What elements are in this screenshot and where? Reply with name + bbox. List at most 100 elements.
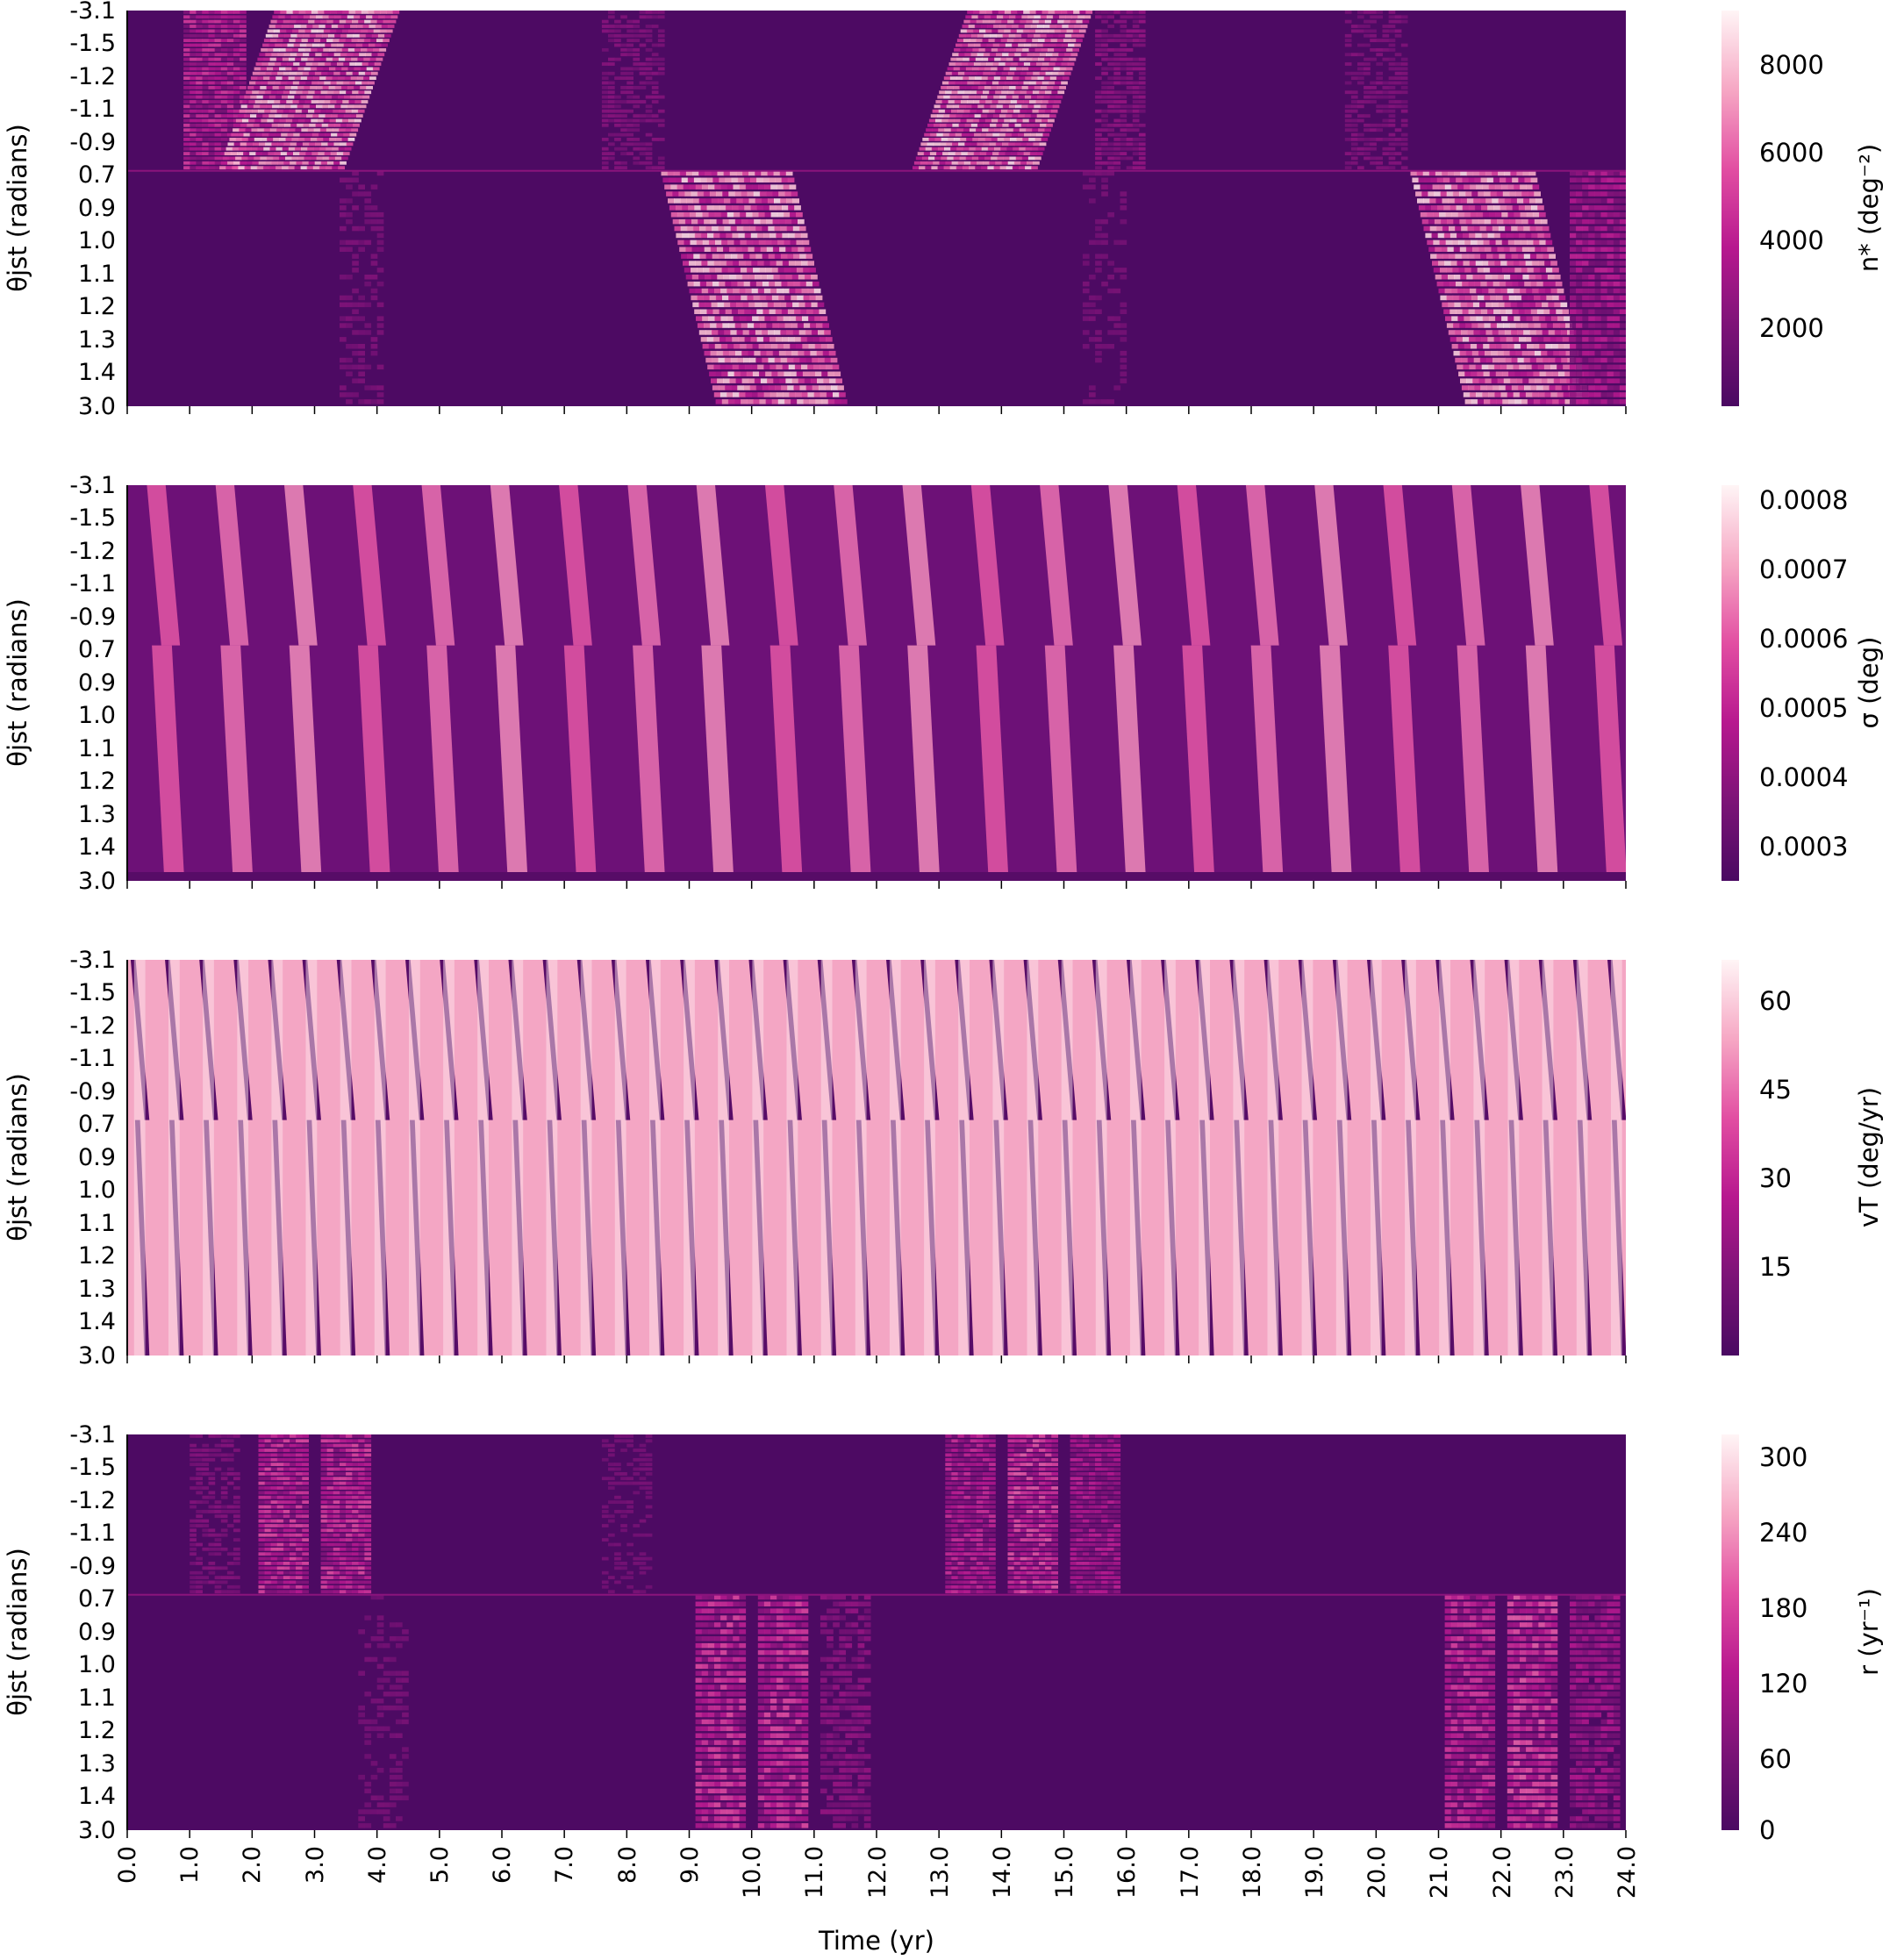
heat-cell [1126,15,1134,19]
heat-cell [1558,371,1565,376]
heat-cell [1400,147,1408,151]
heat-cell [1042,132,1050,137]
heat-cell [1613,170,1621,176]
heat-cell [356,95,364,99]
heat-cell [1619,184,1626,190]
y-tick-label: 1.0 [78,227,116,254]
heat-cell [376,392,384,397]
heat-cell [290,1467,297,1471]
heat-cell [1113,330,1121,335]
heat-cell [793,254,800,259]
heat-cell [948,152,956,155]
heat-cell [361,48,368,52]
heat-cell [1120,123,1127,127]
heat-cell [702,240,710,246]
heat-cell [713,364,720,370]
heat-cell [1519,392,1527,397]
heat-cell [1357,114,1364,118]
heat-cell [233,81,240,85]
heat-cell [274,152,282,155]
heat-cell [750,309,757,314]
heat-cell [303,123,310,127]
heat-cell [208,62,216,66]
heat-cell [320,109,327,113]
heat-cell [983,71,991,75]
y-tick-label: -1.2 [69,63,116,90]
heat-cell [226,71,234,75]
heat-cell [270,1481,278,1485]
heat-cell [202,25,210,28]
heat-cell [728,323,736,328]
heat-cell [281,62,288,66]
heat-cell [1388,90,1396,95]
heat-cell [1607,295,1614,301]
heat-cell [346,240,353,246]
heat-cell [684,240,691,246]
heat-cell [1490,399,1497,404]
heat-cell [296,1524,303,1527]
heat-cell [322,86,330,89]
heat-cell [645,25,653,28]
heat-cell [311,29,319,33]
heat-cell [614,118,621,123]
heat-cell [777,371,785,376]
heat-cell [807,392,815,397]
heat-cell [376,212,384,218]
heat-cell [333,1538,340,1542]
heat-cell [1376,123,1383,127]
heat-cell [376,170,384,176]
heat-cell [1424,177,1432,182]
heat-cell [320,1481,328,1485]
heat-cell [202,15,210,19]
heat-cell [290,1463,297,1466]
heat-cell [276,1570,284,1575]
heat-cell [1350,142,1358,147]
heat-cell [1055,81,1062,85]
heat-cell [717,275,724,280]
heat-cell [1564,316,1571,321]
heat-cell [1452,295,1460,301]
heat-cell [302,1472,309,1476]
heat-cell [1436,281,1444,287]
heat-cell [999,95,1007,99]
heat-cell [1594,177,1602,182]
heat-cell [1582,295,1589,301]
heat-cell [340,205,347,211]
heat-cell [333,1533,340,1537]
heat-cell [793,281,801,287]
heat-cell [1415,191,1422,197]
heat-cell [1344,81,1352,85]
heat-cell [1113,323,1121,328]
heat-cell [1511,357,1519,363]
heat-cell [781,177,789,182]
heat-cell [214,62,222,66]
heat-cell [208,57,216,61]
heat-cell [287,25,295,28]
heat-cell [190,11,197,14]
heat-cell [1576,357,1583,363]
heat-cell [1095,156,1102,161]
heat-cell [276,19,284,24]
heat-cell [1120,138,1127,141]
heat-cell [1507,261,1514,266]
heat-cell [943,166,951,170]
heat-cell [1132,104,1140,109]
heat-cell [1576,316,1583,321]
heat-cell [346,275,353,280]
heat-cell [340,1590,347,1594]
heat-cell [1003,67,1011,71]
heat-cell [375,25,383,28]
heat-cell [1582,240,1589,246]
heat-cell [972,138,979,141]
heat-cell [279,118,287,123]
heat-cell [1509,247,1517,252]
heat-cell [788,364,796,370]
heat-cell [1113,53,1121,57]
heat-cell [340,90,347,95]
heat-cell [285,48,293,52]
heat-cell [753,268,760,273]
heat-cell [1522,275,1530,280]
heat-cell [1138,71,1146,75]
heat-cell [183,53,190,57]
heat-cell [233,76,240,80]
